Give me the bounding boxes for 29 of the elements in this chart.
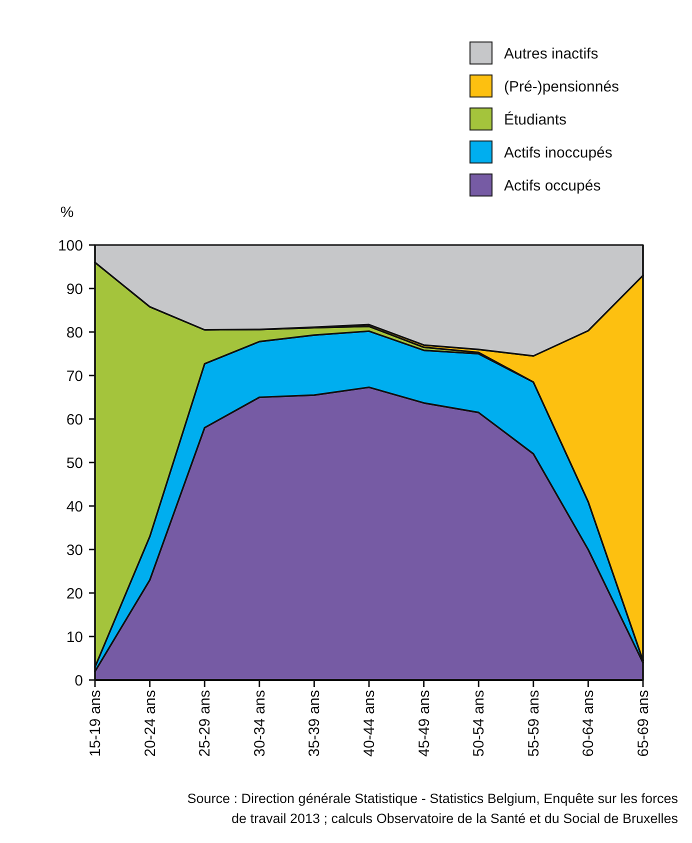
legend-label: Actifs occupés <box>504 177 601 194</box>
x-tick-label: 50-54 ans <box>470 690 488 757</box>
y-tick-label: 90 <box>66 280 83 298</box>
x-tick-label: 45-49 ans <box>416 690 433 757</box>
x-tick-label: 60-64 ans <box>580 690 598 757</box>
y-tick-label: 50 <box>66 454 83 472</box>
y-axis-title: % <box>60 204 74 221</box>
x-tick-label: 20-24 ans <box>142 690 159 757</box>
y-tick-label: 100 <box>58 237 83 254</box>
x-tick-label: 55-59 ans <box>525 690 542 757</box>
legend-label: Actifs inoccupés <box>504 144 612 162</box>
legend-label: Autres inactifs <box>504 45 598 62</box>
x-tick-label: 30-34 ans <box>251 690 268 757</box>
y-tick-label: 70 <box>66 368 83 385</box>
x-tick-label: 15-19 ans <box>87 690 104 757</box>
y-tick-label: 60 <box>66 411 83 428</box>
legend-label: (Pré-)pensionnés <box>504 78 620 96</box>
x-tick-label: 35-39 ans <box>306 690 324 757</box>
x-tick-label: 25-29 ans <box>196 690 214 757</box>
y-tick-label: 0 <box>74 672 83 690</box>
y-tick-label: 80 <box>66 324 83 342</box>
y-tick-label: 30 <box>66 542 83 559</box>
x-tick-label: 65-69 ans <box>635 690 652 757</box>
y-tick-label: 40 <box>66 498 83 516</box>
x-tick-label: 40-44 ans <box>361 690 378 757</box>
y-tick-label: 10 <box>66 628 83 646</box>
legend-label: Étudiants <box>504 110 567 128</box>
source-note: Source : Direction générale Statistique - Statistics Belgium, Enquête sur les forces de travail 2013 ; calculs Observatoire de la Santé et du Social de Bruxelles <box>187 791 678 826</box>
y-tick-label: 20 <box>66 585 83 602</box>
